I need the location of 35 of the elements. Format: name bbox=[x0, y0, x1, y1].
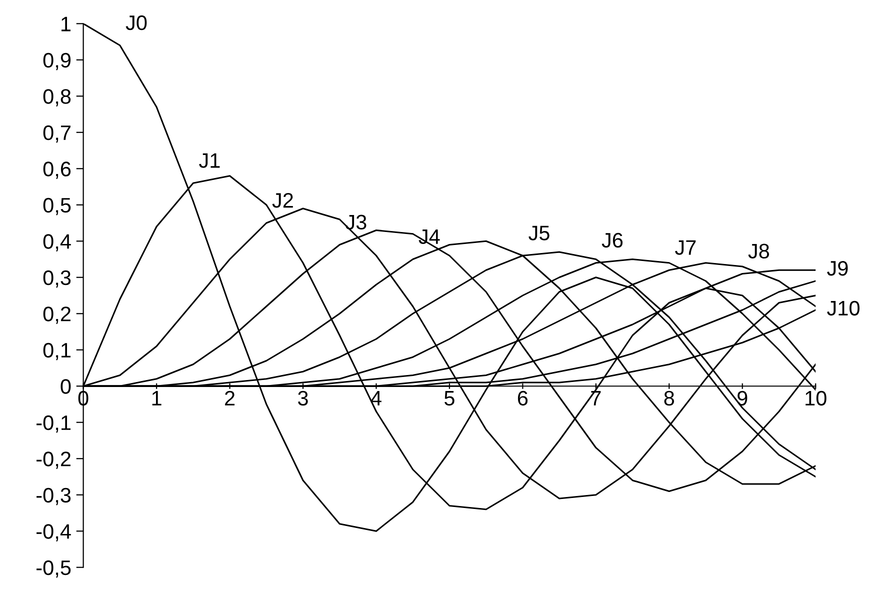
y-tick-label: -0,2 bbox=[36, 452, 70, 469]
y-tick-label: -0,5 bbox=[36, 560, 71, 578]
annotation: J3 bbox=[346, 214, 366, 230]
x-tick-label: 5 bbox=[444, 391, 454, 406]
x-tick-label: 4 bbox=[370, 391, 382, 406]
x-tick-label: 3 bbox=[298, 390, 308, 406]
x-tick-label: 8 bbox=[664, 390, 674, 406]
y-tick-label: 1 bbox=[62, 16, 70, 32]
y-tick-label: 0,5 bbox=[43, 198, 71, 216]
y-tick-label: 0,1 bbox=[43, 342, 70, 360]
annotation: J6 bbox=[602, 232, 623, 248]
annotation: J4 bbox=[418, 229, 440, 244]
annotation: J5 bbox=[528, 226, 550, 240]
y-tick-label: 0,3 bbox=[43, 270, 71, 288]
annotation: J1 bbox=[199, 153, 220, 168]
annotation: J2 bbox=[272, 193, 293, 208]
y-tick-label: 0,4 bbox=[43, 234, 71, 252]
annotation: J0 bbox=[126, 15, 147, 30]
annotation: J7 bbox=[675, 240, 696, 255]
y-tick-label: 0,2 bbox=[43, 306, 70, 324]
y-tick-label: 0,6 bbox=[43, 162, 71, 179]
annotation: J10 bbox=[827, 300, 860, 316]
y-tick-label: -0,1 bbox=[36, 415, 70, 433]
x-tick-label: 6 bbox=[518, 390, 528, 406]
y-tick-label: 0 bbox=[60, 379, 71, 394]
y-tick-label: -0,3 bbox=[36, 488, 71, 506]
y-tick-label: 0,8 bbox=[43, 89, 71, 106]
y-tick-label: -0,4 bbox=[36, 524, 71, 542]
x-tick-label: 1 bbox=[152, 391, 162, 406]
annotation: J9 bbox=[827, 260, 848, 276]
x-tick-label: 2 bbox=[225, 390, 235, 406]
y-tick-label: 0,7 bbox=[43, 125, 70, 143]
y-tick-label: 0,9 bbox=[43, 52, 71, 70]
annotation: J8 bbox=[748, 244, 770, 259]
x-tick-label: 10 bbox=[806, 390, 826, 406]
